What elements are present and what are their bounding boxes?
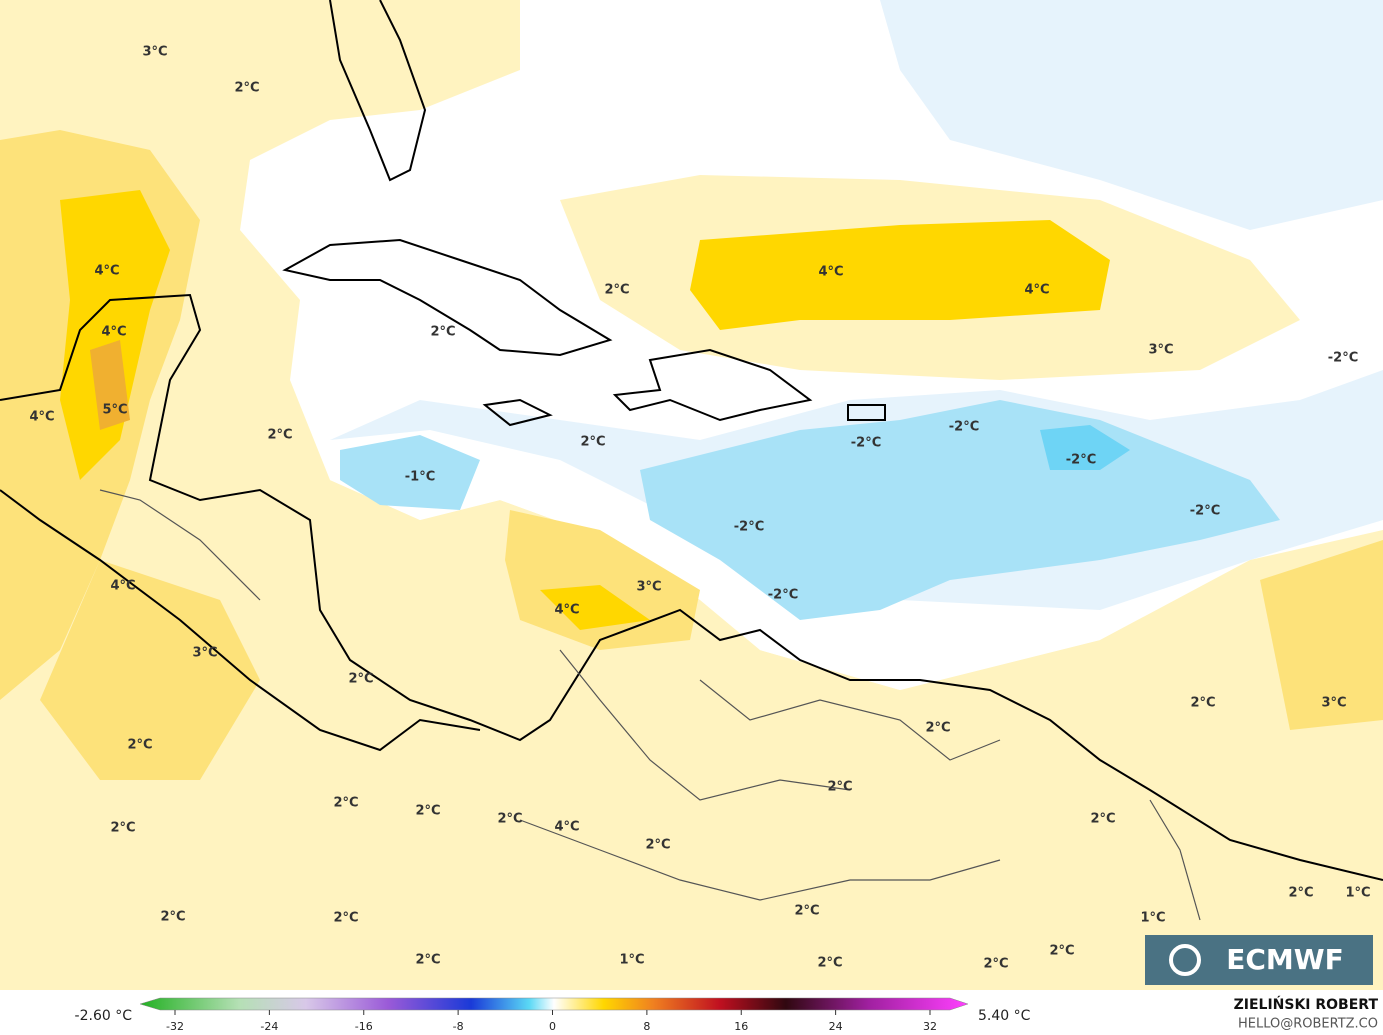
colorbar-tick-label: 24 [829, 1020, 843, 1033]
contour-label: 2°C [1049, 944, 1074, 959]
contour-label: 2°C [580, 435, 605, 450]
contour-label: 2°C [415, 804, 440, 819]
contour-label: 4°C [29, 410, 54, 425]
contour-label: 2°C [497, 812, 522, 827]
contour-label: -2°C [768, 588, 798, 603]
contour-label: -1°C [405, 470, 435, 485]
colorbar-tick-label: -24 [260, 1020, 278, 1033]
contour-label: 3°C [636, 580, 661, 595]
contour-label: -2°C [1328, 351, 1358, 366]
contour-label: 2°C [827, 780, 852, 795]
colorbar-tick-label: -16 [355, 1020, 373, 1033]
coastlines [0, 0, 1383, 921]
logo-text: ECMWF [1226, 943, 1344, 976]
colorbar-tick-label: -32 [166, 1020, 184, 1033]
contour-label: 3°C [1148, 343, 1173, 358]
contour-label: 2°C [1090, 812, 1115, 827]
contour-label: 4°C [94, 264, 119, 279]
contour-label: 2°C [794, 904, 819, 919]
contour-label: 2°C [127, 738, 152, 753]
contour-labels: 3°C 2°C 4°C 4°C 5°C 4°C 2°C 2°C 2°C 4°C 4°C 3°C -2°C… [29, 45, 1370, 972]
contour-label: 2°C [234, 81, 259, 96]
colorbar-tick-label: 16 [734, 1020, 748, 1033]
colorbar-tick-label: 32 [923, 1020, 937, 1033]
contour-label: 4°C [818, 265, 843, 280]
contour-label: 2°C [333, 911, 358, 926]
colorbar: -32 -24 -16 -8 0 8 16 24 32 [139, 997, 969, 1033]
contour-label: 2°C [430, 325, 455, 340]
contour-label: 2°C [348, 672, 373, 687]
contour-label: 1°C [619, 953, 644, 968]
contour-label: -2°C [734, 520, 764, 535]
contour-label: 2°C [925, 721, 950, 736]
contour-label: 2°C [1190, 696, 1215, 711]
contour-label: 2°C [333, 796, 358, 811]
contour-label: 2°C [160, 910, 185, 925]
contour-label: 2°C [983, 957, 1008, 972]
contour-label: 2°C [415, 953, 440, 968]
contour-label: 2°C [1288, 886, 1313, 901]
colorbar-max: 5.40 °C [978, 1008, 1031, 1024]
contour-label: 4°C [554, 820, 579, 835]
contour-label: 2°C [267, 428, 292, 443]
contour-label: 2°C [645, 838, 670, 853]
contour-label: 1°C [1345, 886, 1370, 901]
contour-label: 4°C [1024, 283, 1049, 298]
contour-label: 3°C [1321, 696, 1346, 711]
logo-box: ECMWF [1145, 935, 1373, 985]
contour-label: -2°C [1066, 453, 1096, 468]
contour-label: 2°C [110, 821, 135, 836]
contour-label: 4°C [101, 325, 126, 340]
contour-label: 5°C [102, 403, 127, 418]
contour-label: 2°C [817, 956, 842, 971]
credit-name: ZIELIŃSKI ROBERT [1234, 995, 1379, 1013]
contour-label: -2°C [1190, 504, 1220, 519]
contour-label: 3°C [142, 45, 167, 60]
contour-label: 4°C [554, 603, 579, 618]
anomaly-fields [0, 0, 1383, 990]
contour-label: 2°C [604, 283, 629, 298]
colorbar-tick-label: 8 [643, 1020, 650, 1033]
colorbar-tick-label: 0 [549, 1020, 556, 1033]
credit-contact: HELLO@ROBERTZ.CO [1238, 1017, 1378, 1032]
colorbar-tick-label: -8 [453, 1020, 464, 1033]
contour-label: 4°C [110, 579, 135, 594]
colorbar-min: -2.60 °C [75, 1008, 133, 1024]
contour-label: 3°C [192, 646, 217, 661]
contour-label: -2°C [851, 436, 881, 451]
contour-label: 1°C [1140, 911, 1165, 926]
contour-label: -2°C [949, 420, 979, 435]
